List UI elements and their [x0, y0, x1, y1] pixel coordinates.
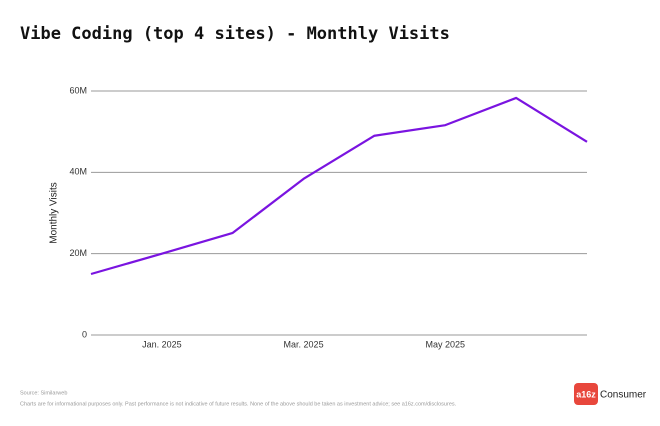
- y-tick-label: 20M: [69, 248, 87, 258]
- logo-badge: [574, 383, 598, 405]
- y-tick-label: 40M: [69, 167, 87, 177]
- disclaimer: Charts are for informational purposes on…: [20, 401, 457, 407]
- data-line: [90, 96, 588, 276]
- logo-text: Consumer: [600, 390, 647, 401]
- logo-mark: a16z: [576, 389, 596, 399]
- x-tick-label: Mar. 2025: [284, 339, 324, 349]
- y-tick-label: 60M: [69, 85, 87, 95]
- y-tick-label: 0: [82, 329, 87, 339]
- x-tick-label: May 2025: [426, 339, 466, 349]
- y-axis-label: Monthly Visits: [49, 182, 60, 244]
- source: Source: Similarweb: [20, 390, 67, 396]
- chart-title: Vibe Coding (top 4 sites) - Monthly Visi…: [20, 24, 450, 44]
- x-tick-label: Jan. 2025: [142, 339, 182, 349]
